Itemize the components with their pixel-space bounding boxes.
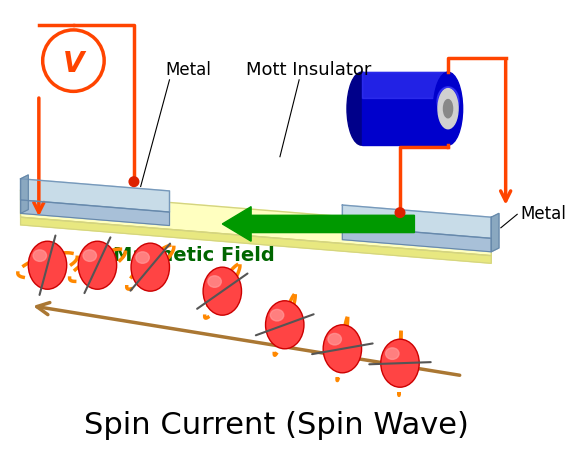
Text: Spin Current (Spin Wave): Spin Current (Spin Wave) <box>84 411 468 440</box>
Ellipse shape <box>271 309 284 321</box>
Text: Metal: Metal <box>520 205 566 223</box>
Ellipse shape <box>328 333 341 345</box>
Ellipse shape <box>323 325 362 373</box>
Polygon shape <box>223 207 414 241</box>
Circle shape <box>129 177 139 186</box>
Ellipse shape <box>381 339 419 387</box>
Ellipse shape <box>443 100 452 118</box>
Polygon shape <box>362 72 448 145</box>
Polygon shape <box>491 213 499 252</box>
Ellipse shape <box>438 88 458 129</box>
Ellipse shape <box>208 276 221 287</box>
Ellipse shape <box>437 87 459 116</box>
Circle shape <box>395 208 405 217</box>
Polygon shape <box>21 217 491 263</box>
Polygon shape <box>21 190 491 256</box>
Polygon shape <box>343 226 491 252</box>
Ellipse shape <box>203 267 241 315</box>
Ellipse shape <box>265 301 304 349</box>
Ellipse shape <box>347 72 376 145</box>
Polygon shape <box>343 205 491 238</box>
Text: V: V <box>63 50 84 78</box>
Ellipse shape <box>386 348 399 359</box>
Ellipse shape <box>136 252 149 263</box>
Ellipse shape <box>78 241 117 289</box>
Polygon shape <box>21 175 28 213</box>
Polygon shape <box>21 200 169 226</box>
Ellipse shape <box>83 250 97 262</box>
Ellipse shape <box>131 243 169 291</box>
Polygon shape <box>362 72 448 98</box>
Polygon shape <box>21 179 169 212</box>
Text: Metal: Metal <box>166 61 212 79</box>
Ellipse shape <box>28 241 67 289</box>
Ellipse shape <box>434 72 463 145</box>
Ellipse shape <box>33 250 46 262</box>
Text: Magnetic Field: Magnetic Field <box>113 246 275 265</box>
Text: Mott Insulator: Mott Insulator <box>246 61 371 79</box>
